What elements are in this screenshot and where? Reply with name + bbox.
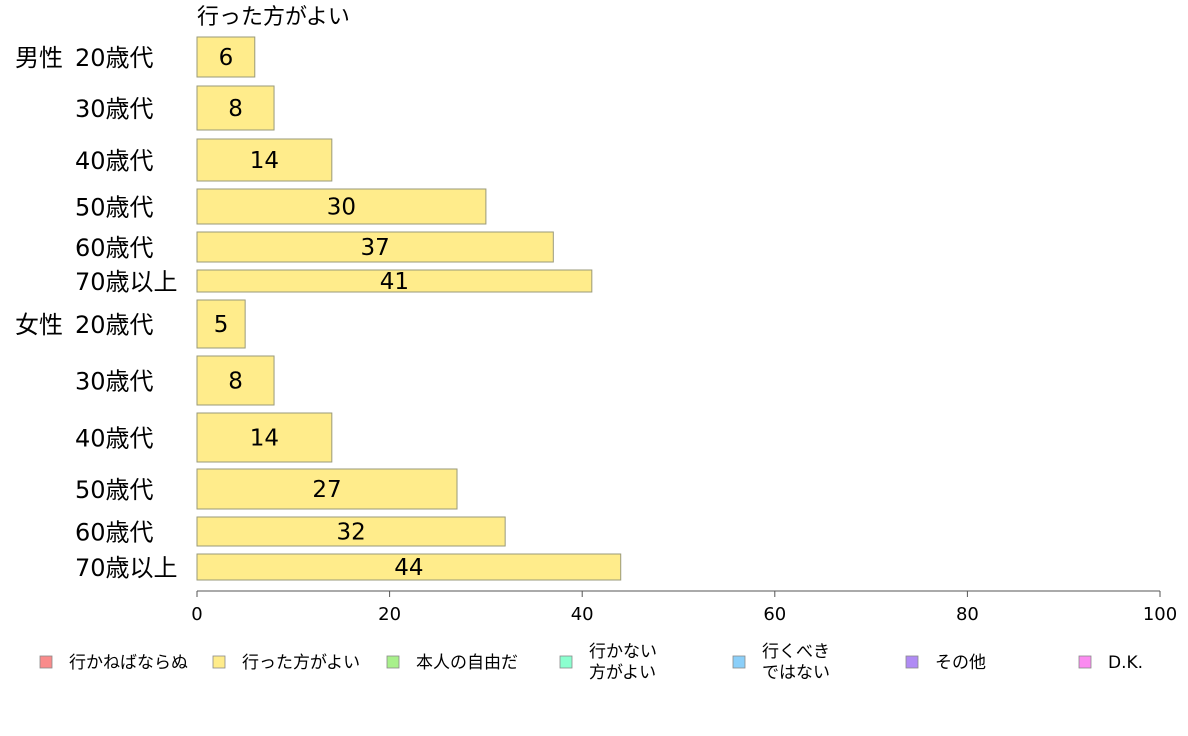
x-tick-label: 0 <box>191 604 202 625</box>
bars-layer: 620歳代男性830歳代1440歳代3050歳代3760歳代4170歳以上520… <box>15 36 622 582</box>
legend-item: その他 <box>905 653 986 673</box>
data-label: 32 <box>336 520 365 546</box>
legend-label-line: その他 <box>935 653 986 673</box>
group-label: 男性 <box>15 44 63 72</box>
bar <box>196 231 554 263</box>
legend-label-line: 本人の自由だ <box>416 653 518 673</box>
legend-swatch <box>212 655 226 669</box>
category-label: 60歳代 <box>75 519 154 547</box>
legend-label: 本人の自由だ <box>416 653 518 673</box>
data-label: 41 <box>380 269 409 295</box>
data-label: 27 <box>312 477 341 503</box>
category-label: 50歳代 <box>75 476 154 504</box>
legend-item: 行かねばならぬ <box>39 653 188 673</box>
bar <box>196 412 333 463</box>
legend-label-line: 行くべき <box>762 642 830 662</box>
data-label: 37 <box>361 235 390 261</box>
data-label: 6 <box>219 45 234 71</box>
data-label: 8 <box>228 96 243 122</box>
bar <box>196 468 458 510</box>
legend-item: 本人の自由だ <box>386 653 518 673</box>
x-tick-label: 20 <box>378 604 401 625</box>
category-label: 40歳代 <box>75 147 154 175</box>
legend-label-line: D.K. <box>1108 653 1143 673</box>
bar <box>196 516 506 547</box>
legend-label: 行った方がよい <box>242 653 360 673</box>
legend-label: D.K. <box>1108 653 1143 673</box>
legend-swatch <box>559 655 573 669</box>
legend-label: 行くべきではない <box>762 642 830 683</box>
x-tick-label: 60 <box>763 604 786 625</box>
bar <box>196 36 256 78</box>
bar <box>196 553 622 581</box>
category-label: 50歳代 <box>75 194 154 222</box>
legend-label-line: 方がよい <box>589 663 656 683</box>
legend-swatch <box>905 655 919 669</box>
legend-item: 行った方がよい <box>212 653 360 673</box>
legend-label-line: ではない <box>762 663 830 683</box>
x-axis: 0 20 40 60 80 100 <box>191 590 1177 625</box>
legend-item: D.K. <box>1078 653 1143 673</box>
legend-label: その他 <box>935 653 986 673</box>
bar <box>196 85 275 131</box>
category-label: 20歳代 <box>75 44 154 72</box>
series-title: 行った方がよい <box>197 5 350 30</box>
bar <box>196 138 333 182</box>
category-label: 20歳代 <box>75 311 154 339</box>
category-label: 70歳以上 <box>75 554 178 582</box>
legend-swatch <box>39 655 53 669</box>
x-tick-label: 100 <box>1143 604 1177 625</box>
category-label: 40歳代 <box>75 425 154 453</box>
legend-item: 行くべきではない <box>732 642 830 683</box>
category-label: 70歳以上 <box>75 268 178 296</box>
bar <box>196 355 275 406</box>
data-label: 8 <box>228 369 243 395</box>
legend-label-line: 行かない <box>589 642 657 662</box>
legend-label-line: 行かねばならぬ <box>69 653 188 673</box>
legend-label-line: 行った方がよい <box>242 653 360 673</box>
legend-label: 行かない方がよい <box>589 642 657 683</box>
legend-swatch <box>386 655 400 669</box>
data-label: 14 <box>250 426 279 452</box>
category-label: 30歳代 <box>75 368 154 396</box>
bar <box>196 188 487 225</box>
data-label: 30 <box>327 195 356 221</box>
data-label: 44 <box>394 555 423 581</box>
category-label: 30歳代 <box>75 95 154 123</box>
category-label: 60歳代 <box>75 234 154 262</box>
bar <box>196 299 246 349</box>
data-label: 5 <box>214 312 229 338</box>
legend-swatch <box>732 655 746 669</box>
legend-label: 行かねばならぬ <box>69 653 188 673</box>
x-tick-label: 80 <box>956 604 979 625</box>
legend-item: 行かない方がよい <box>559 642 657 683</box>
data-label: 14 <box>250 148 279 174</box>
legend: 行かねばならぬ 行った方がよい 本人の自由だ 行かない方がよい 行くべきではない その他 D… <box>39 642 1143 683</box>
bar <box>196 269 593 293</box>
group-label: 女性 <box>15 311 63 339</box>
legend-swatch <box>1078 655 1092 669</box>
x-tick-label: 40 <box>571 604 594 625</box>
